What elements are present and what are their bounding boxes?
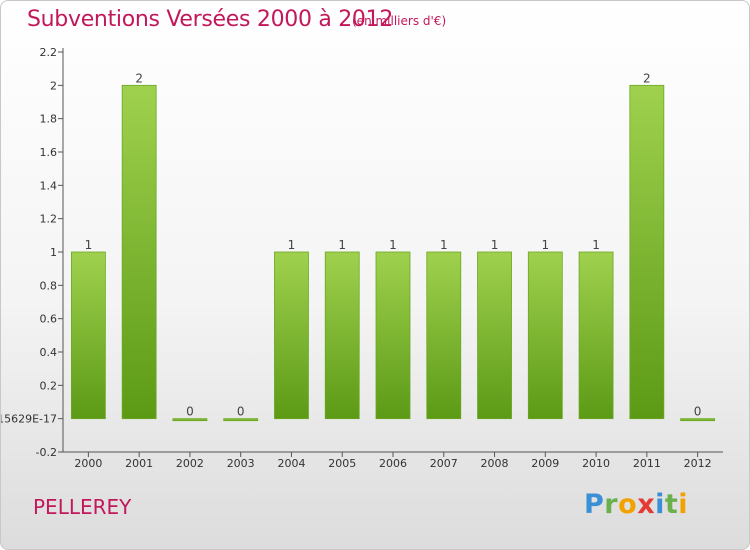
x-tick-label: 2012 <box>684 457 712 470</box>
logo-letter: P <box>584 489 605 520</box>
bar <box>426 251 462 420</box>
bar <box>629 84 665 420</box>
logo-letter: x <box>637 489 656 520</box>
y-tick-label: 0.6 <box>40 313 58 326</box>
y-tick-label: 1 <box>50 246 57 259</box>
chart-title: Subventions Versées 2000 à 2012 <box>27 7 394 32</box>
bar <box>527 251 563 420</box>
x-tick-label: 2007 <box>430 457 458 470</box>
bar <box>172 418 208 422</box>
data-label: 0 <box>186 405 194 419</box>
logo-letter: r <box>604 489 619 520</box>
data-label: 1 <box>288 238 296 252</box>
y-tick-label: 1.4 <box>40 179 58 192</box>
data-label: 1 <box>592 238 600 252</box>
bar <box>375 251 411 420</box>
logo-letter: i <box>655 489 665 520</box>
proxiti-logo: Proxiti <box>584 489 688 520</box>
y-tick-label: 0.2 <box>40 379 58 392</box>
commune-name: PELLEREY <box>33 495 132 519</box>
bar <box>121 84 157 420</box>
data-label: 0 <box>237 405 245 419</box>
x-tick-label: 2004 <box>277 457 305 470</box>
y-tick-label: 0.4 <box>40 346 58 359</box>
data-label: 2 <box>135 71 143 85</box>
x-tick-label: 2006 <box>379 457 407 470</box>
data-label: 0 <box>694 405 702 419</box>
x-tick-label: 2001 <box>125 457 153 470</box>
chart-unit-note: (en milliers d'€) <box>352 14 447 28</box>
y-tick-label: -15629E-17 <box>1 413 57 426</box>
x-tick-label: 2009 <box>531 457 559 470</box>
data-label: 1 <box>541 238 549 252</box>
x-tick-label: 2011 <box>633 457 661 470</box>
y-tick-label: 2.2 <box>40 46 58 59</box>
bar <box>324 251 360 420</box>
data-label: 1 <box>338 238 346 252</box>
x-tick-label: 2000 <box>74 457 102 470</box>
logo-letter: o <box>618 489 638 520</box>
y-tick-label: 1.8 <box>40 113 58 126</box>
bar <box>274 251 309 420</box>
x-tick-label: 2003 <box>227 457 255 470</box>
data-label: 1 <box>85 238 93 252</box>
logo-letter: i <box>678 489 689 520</box>
data-label: 1 <box>491 238 499 252</box>
bar <box>578 251 614 420</box>
y-tick-label: 1.2 <box>40 213 58 226</box>
bar <box>70 251 106 420</box>
bar <box>680 418 716 422</box>
x-tick-label: 2005 <box>328 457 356 470</box>
data-label: 1 <box>389 238 397 252</box>
logo-letter: t <box>664 489 679 520</box>
data-label: 2 <box>643 71 651 85</box>
bar <box>223 418 259 422</box>
x-tick-label: 2010 <box>582 457 610 470</box>
y-tick-label: 1.6 <box>40 146 58 159</box>
x-tick-label: 2008 <box>481 457 509 470</box>
bar <box>477 251 512 420</box>
y-tick-label: -0.2 <box>36 446 57 459</box>
y-tick-label: 2 <box>50 79 57 92</box>
y-tick-label: 0.8 <box>40 279 58 292</box>
data-label: 1 <box>440 238 448 252</box>
x-tick-label: 2002 <box>176 457 204 470</box>
